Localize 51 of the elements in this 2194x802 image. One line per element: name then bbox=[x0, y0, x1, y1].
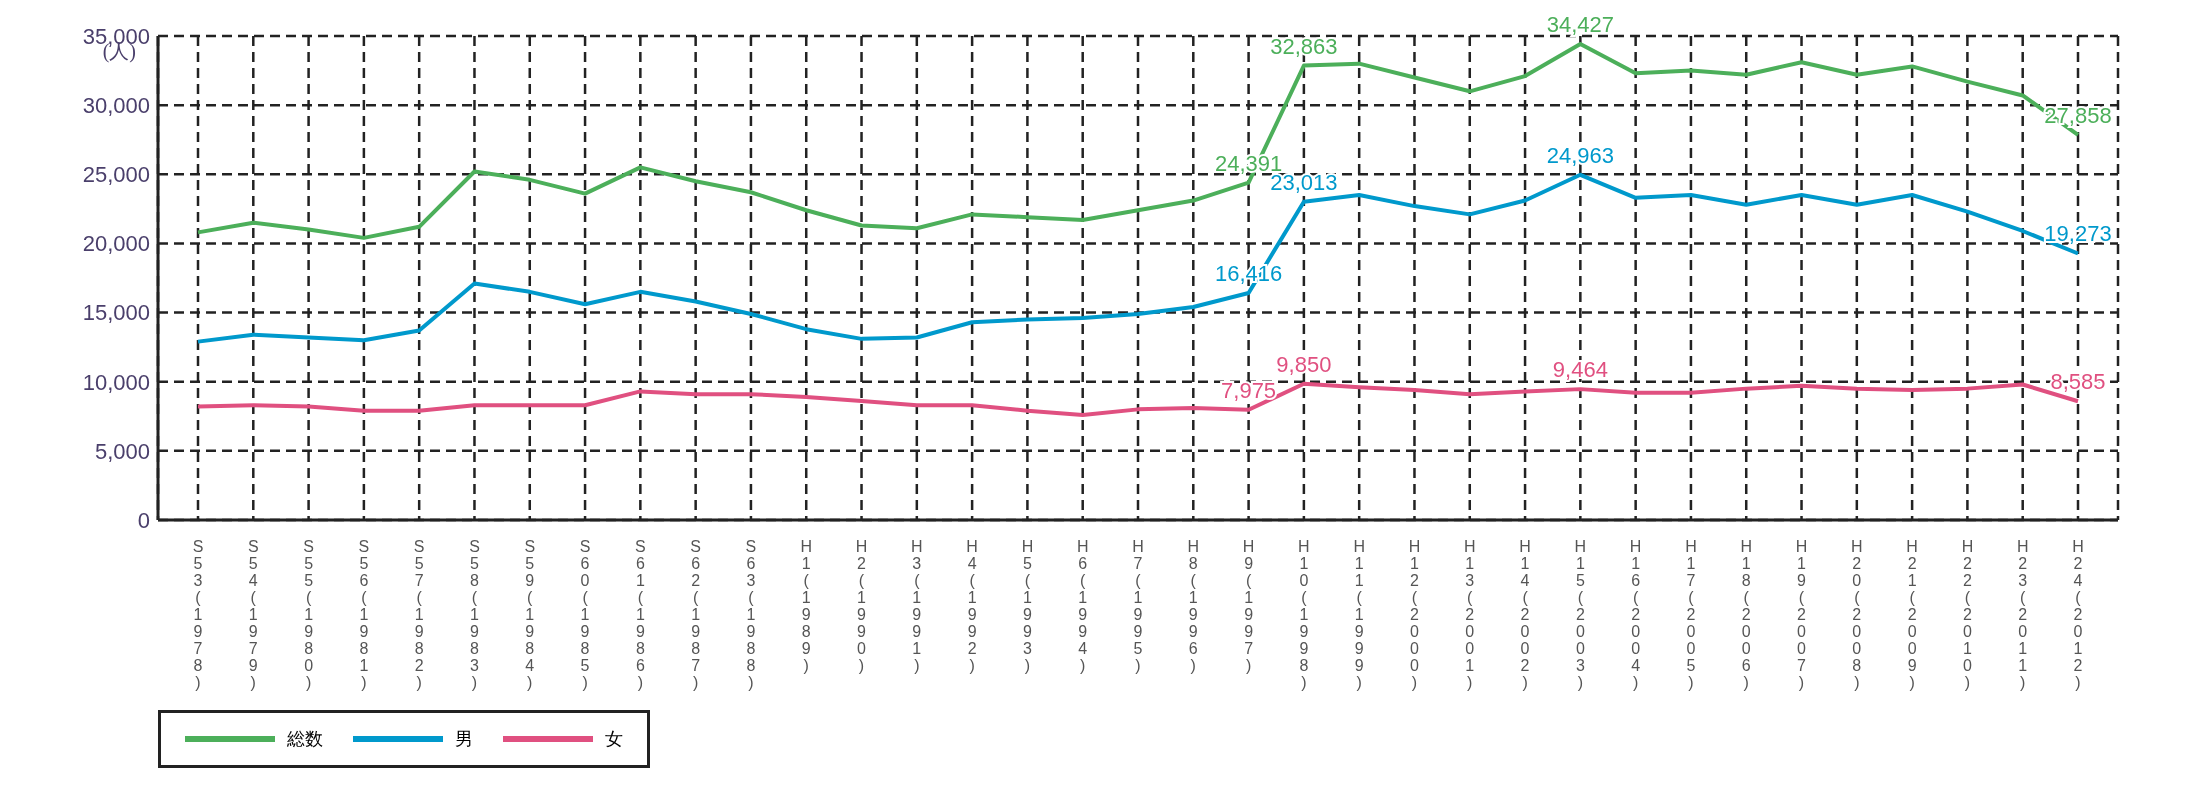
y-tick-label: 5,000 bbox=[94, 438, 150, 464]
x-tick-label: H8(1996) bbox=[1184, 538, 1202, 674]
data-label: 32,863 bbox=[1270, 33, 1338, 59]
x-tick-label: H9(1997) bbox=[1240, 538, 1258, 674]
legend-label: 総数 bbox=[287, 727, 323, 751]
x-tick-label: H3(1991) bbox=[908, 538, 926, 674]
x-tick-label: S59(1984) bbox=[521, 538, 539, 691]
y-tick-label: 10,000 bbox=[82, 369, 150, 395]
x-tick-label: H16(2004) bbox=[1627, 538, 1645, 691]
x-tick-label: H11(1999) bbox=[1350, 538, 1368, 691]
legend-label: 男 bbox=[455, 727, 473, 751]
x-tick-label: H1(1989) bbox=[797, 538, 815, 674]
x-tick-label: S58(1983) bbox=[465, 538, 483, 691]
x-tick-label: H6(1994) bbox=[1074, 538, 1092, 674]
data-label: 9,850 bbox=[1276, 351, 1332, 377]
x-tick-label: H2(1990) bbox=[853, 538, 871, 674]
x-tick-label: H12(2000) bbox=[1405, 538, 1423, 691]
x-tick-label: H5(1993) bbox=[1018, 538, 1036, 674]
y-tick-label: 0 bbox=[137, 507, 150, 533]
data-label: 34,427 bbox=[1546, 11, 1614, 37]
x-tick-label: H13(2001) bbox=[1461, 538, 1479, 691]
x-tick-label: S61(1986) bbox=[631, 538, 649, 691]
x-tick-label: S56(1981) bbox=[355, 538, 373, 691]
x-tick-label: S60(1985) bbox=[576, 538, 594, 691]
x-tick-label: H18(2006) bbox=[1737, 538, 1755, 691]
x-tick-label: S57(1982) bbox=[410, 538, 428, 691]
x-tick-label: H21(2009) bbox=[1903, 538, 1921, 691]
y-tick-label: 15,000 bbox=[82, 300, 150, 326]
x-tick-label: H22(2010) bbox=[1958, 538, 1976, 691]
legend-label: 女 bbox=[605, 727, 623, 751]
x-tick-label: H20(2008) bbox=[1848, 538, 1866, 691]
x-tick-label: S62(1987) bbox=[687, 538, 705, 691]
x-tick-label: H19(2007) bbox=[1793, 538, 1811, 691]
x-tick-label: S53(1978) bbox=[189, 538, 207, 691]
data-label: 24,963 bbox=[1546, 142, 1614, 168]
x-tick-label: S63(1988) bbox=[742, 538, 760, 691]
data-label: 7,975 bbox=[1221, 377, 1277, 403]
x-tick-label: H14(2002) bbox=[1516, 538, 1534, 691]
x-tick-label: H17(2005) bbox=[1682, 538, 1700, 691]
y-tick-label: 25,000 bbox=[82, 162, 150, 188]
y-tick-label: 20,000 bbox=[82, 231, 150, 257]
x-tick-label: H23(2011) bbox=[2014, 538, 2032, 691]
x-tick-label: H10(1998) bbox=[1295, 538, 1313, 691]
x-tick-label: H4(1992) bbox=[963, 538, 981, 674]
data-label: 9,464 bbox=[1552, 357, 1608, 383]
x-tick-label: H15(2003) bbox=[1571, 538, 1589, 691]
x-tick-label: H7(1995) bbox=[1129, 538, 1147, 674]
x-tick-label: H24(2012) bbox=[2069, 538, 2087, 691]
x-tick-label: S55(1980) bbox=[300, 538, 318, 691]
x-tick-label: S54(1979) bbox=[244, 538, 262, 691]
y-tick-label: 30,000 bbox=[82, 92, 150, 118]
